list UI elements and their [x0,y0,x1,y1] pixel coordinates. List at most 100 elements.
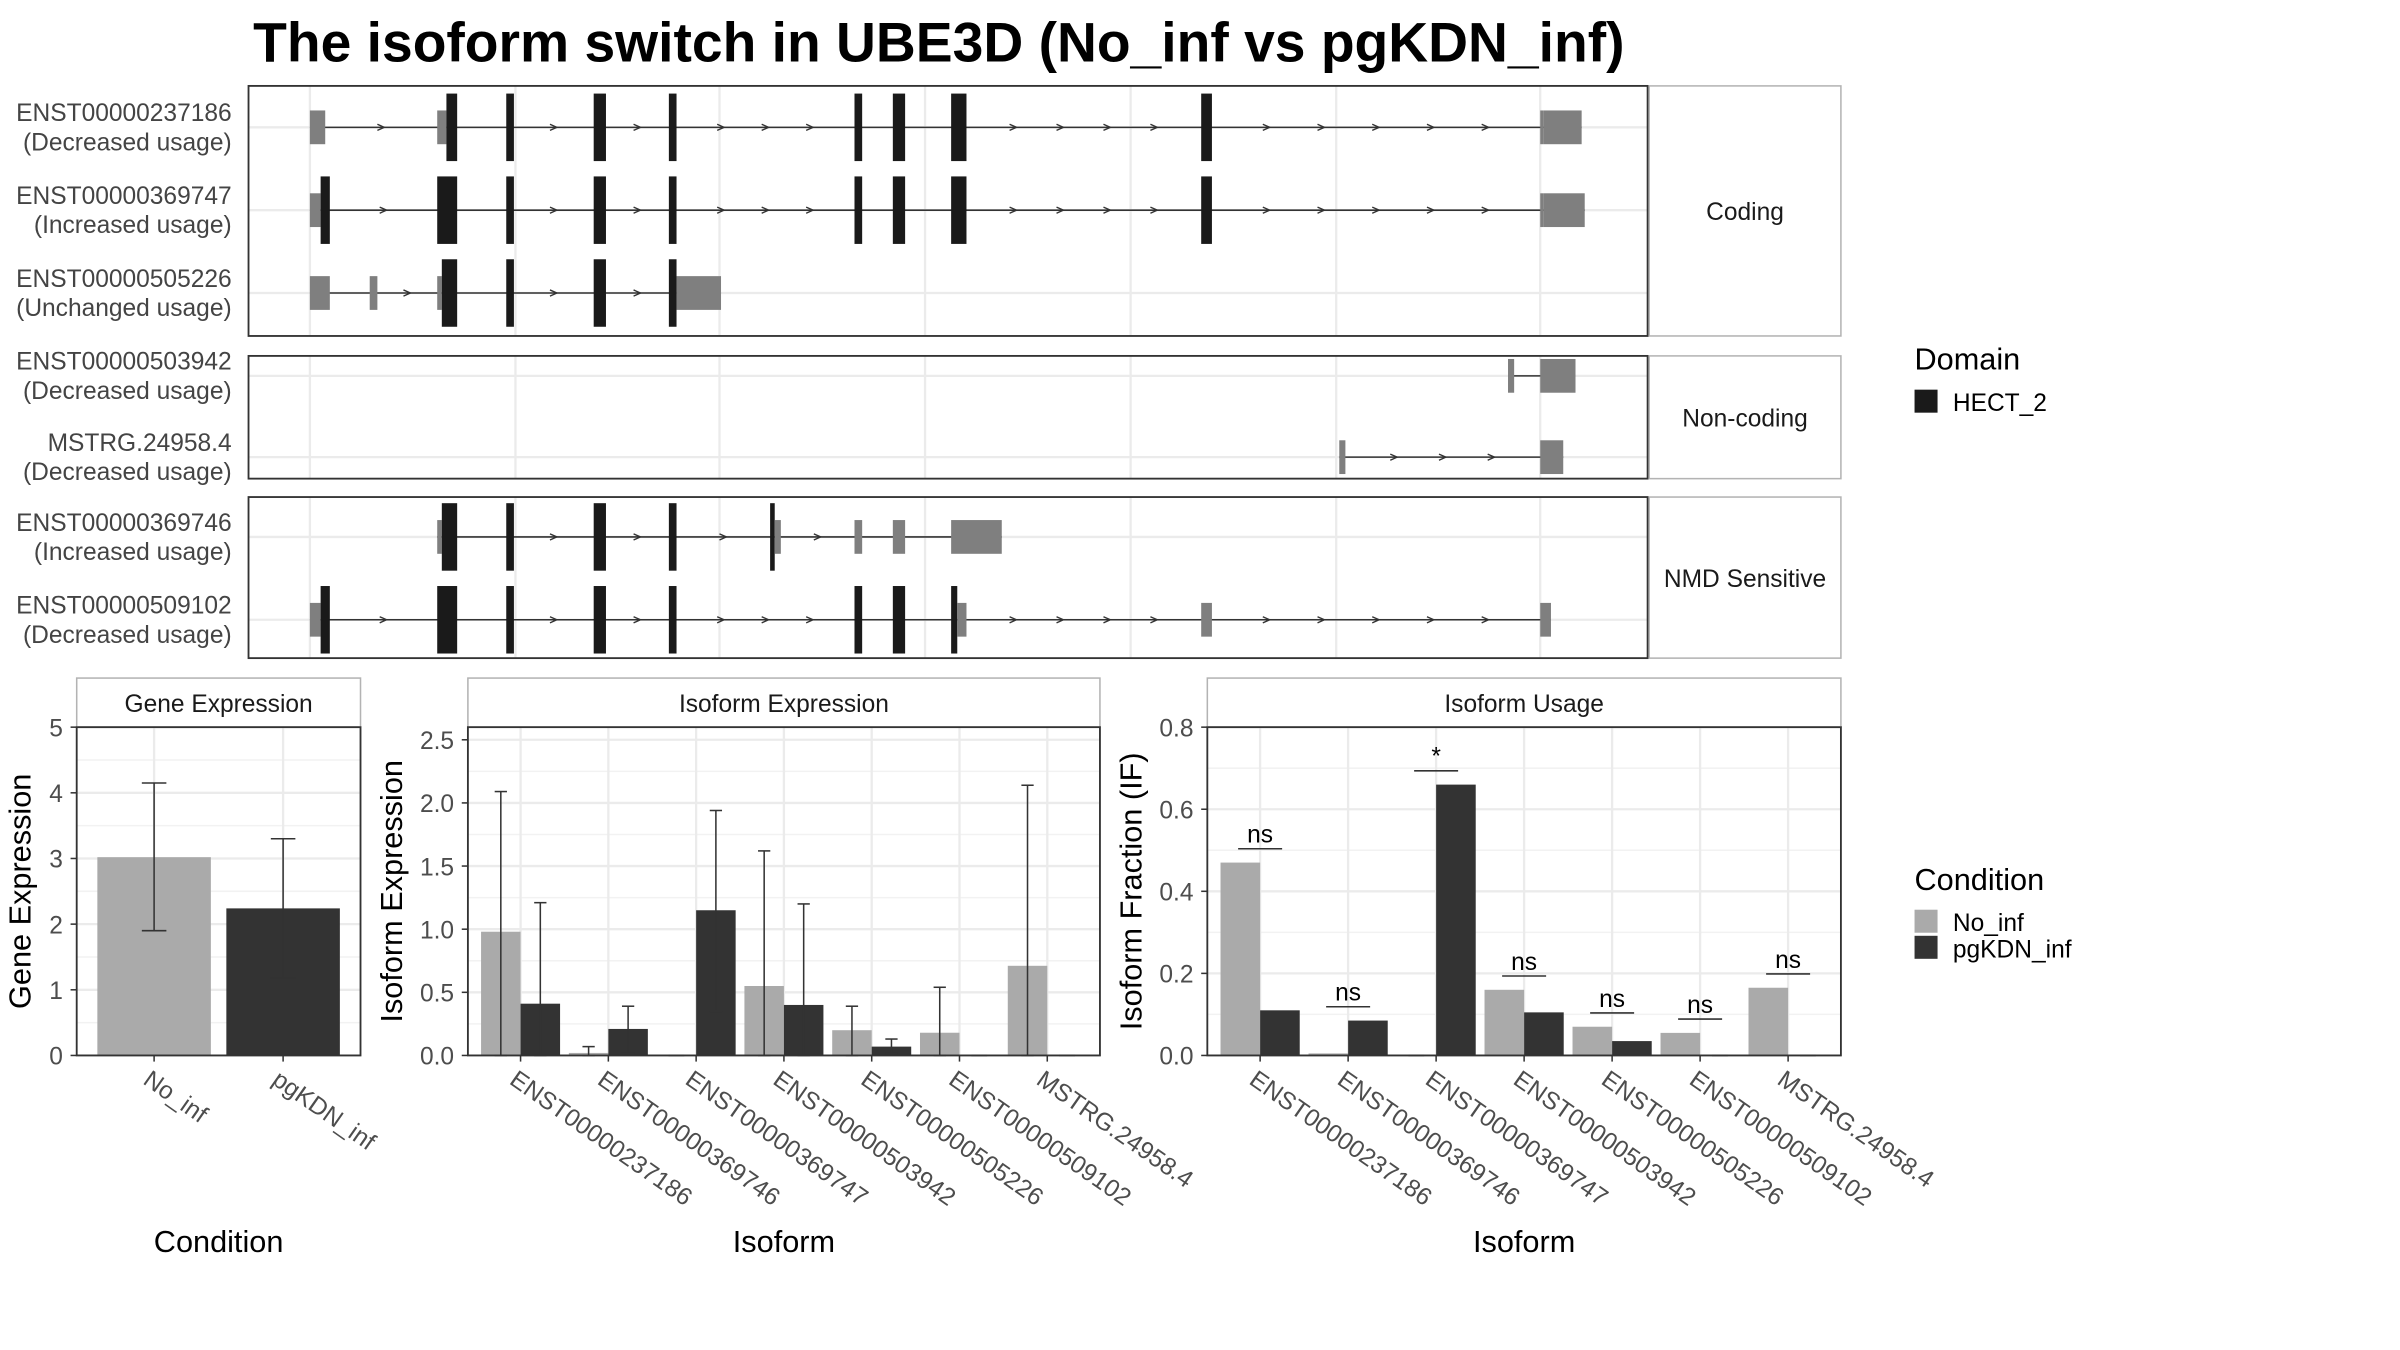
domain-exon [506,93,514,162]
utr-exon [1508,358,1515,393]
utr-exon [1540,358,1576,393]
transcript-ENST00000237186 [309,93,1582,162]
direction-arrow [1262,616,1272,624]
direction-arrow [633,616,643,624]
utr-exon [892,520,906,554]
transcript-ENST00000505226 [309,259,722,327]
domain-exon [1201,93,1212,162]
significance-label: ns [1599,986,1625,1013]
domain-exon [892,176,906,244]
transcript-label: ENST00000503942 [16,349,231,376]
transcript-label: MSTRG.24958.4 [48,430,232,457]
utr-exon [676,276,722,310]
direction-arrow [549,206,559,214]
transcript-MSTRG.24958.4 [1339,440,1564,475]
structure-group-nmd-sensitive: ENST00000369746(Increased usage) ENST0000… [16,496,1842,660]
direction-arrow [719,533,729,541]
direction-arrow [716,206,726,214]
utr-exon [309,276,330,310]
direction-arrow [813,533,823,541]
utr-exon [1540,193,1544,228]
direction-arrow [633,533,643,541]
significance-label: ns [1335,980,1361,1007]
figure-title: The isoform switch in UBE3D (No_inf vs p… [253,11,1624,73]
direction-arrow [716,123,726,132]
utr-exon [437,110,447,145]
y-axis-label: Gene Expression [3,774,38,1009]
y-tick-label: 2.0 [420,791,454,818]
y-tick-label: 0 [49,1044,63,1071]
domain-exon [668,259,677,327]
domain-exon [593,586,606,654]
y-tick-label: 1.5 [420,854,454,881]
significance-label: ns [1687,992,1713,1019]
structure-group-coding: ENST00000237186(Decreased usage) ENST0000… [16,84,1842,337]
y-tick-label: 0.0 [420,1044,454,1071]
significance-label: * [1431,744,1441,771]
utr-exon [1201,602,1212,637]
utr-exon [369,276,378,310]
domain-exon [668,93,677,162]
plot-border [1206,726,1842,1057]
condition-legend-key [1914,935,1938,959]
domain-exon [506,586,514,654]
x-tick-label: No_inf [138,1066,212,1129]
direction-arrow [1371,123,1381,132]
direction-arrow [403,289,413,297]
direction-arrow [633,123,643,132]
domain-exon [441,503,458,571]
direction-arrow [761,206,771,214]
plot-border [466,726,1101,1057]
domain-exon [668,176,677,244]
direction-arrow [1103,123,1113,132]
transcript-structure-panel: ENST00000237186(Decreased usage)ENST0000… [16,84,1842,660]
direction-arrow [1009,123,1019,132]
utr-exon [1543,110,1582,145]
structure-panel-border [247,496,1649,660]
direction-arrow [1371,616,1381,624]
direction-arrow [761,616,771,624]
direction-arrow [761,123,771,132]
direction-arrow [633,289,643,297]
domain-exon [951,176,967,244]
y-tick-label: 5 [49,715,63,742]
domain-exon [437,586,458,654]
domain-exon [593,259,606,327]
direction-arrow [549,123,559,132]
domain-exon [854,586,863,654]
x-axis-label: Isoform [1473,1224,1575,1259]
direction-arrow [716,616,726,624]
transcript-ENST00000503942 [1508,358,1576,393]
domain-exon [951,586,958,654]
facet-strip-label: NMD Sensitive [1664,566,1826,593]
condition-legend-key [1914,909,1938,933]
chart-title: Isoform Expression [679,691,889,718]
transcript-usage-label: (Unchanged usage) [16,295,231,322]
transcript-label: ENST00000369747 [16,183,231,210]
domain-exon [506,503,514,571]
isoform-expression-chart: Isoform Expression0.00.51.01.52.02.5ENST… [374,677,1198,1259]
domain-exon [668,586,677,654]
domain-exon [892,93,906,162]
y-axis-label: Isoform Expression [374,760,409,1023]
domain-exon [320,586,330,654]
direction-arrow [549,616,559,624]
x-axis-label: Isoform [733,1224,835,1259]
direction-arrow [1009,206,1019,214]
direction-arrow [1150,123,1160,132]
direction-arrow [1317,206,1327,214]
domain-exon [892,586,906,654]
direction-arrow [1103,616,1113,624]
y-tick-label: 0.4 [1159,880,1193,907]
direction-arrow [1056,123,1066,132]
structure-group-non-coding: ENST00000503942(Decreased usage)MSTRG.24… [16,349,1842,486]
domain-exon [446,93,458,162]
direction-arrow [1262,206,1272,214]
y-tick-label: 2.5 [420,728,454,755]
direction-arrow [1426,123,1436,132]
utr-exon [1543,193,1585,228]
structure-panel-bg [248,497,1648,659]
direction-arrow [549,533,559,541]
structure-panel-border [247,354,1649,480]
